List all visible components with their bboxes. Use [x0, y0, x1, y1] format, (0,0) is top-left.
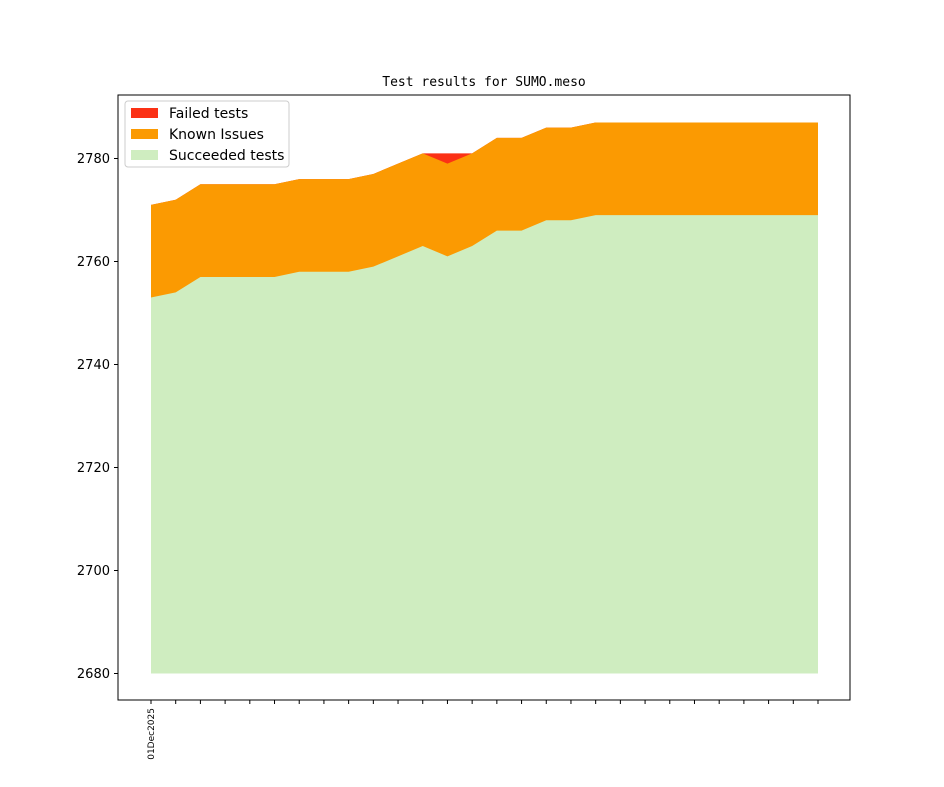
- area-succeeded-tests: [151, 215, 818, 674]
- plot-areas: [151, 122, 818, 674]
- legend-swatch: [131, 129, 158, 139]
- legend-swatch: [131, 108, 158, 118]
- legend-label: Failed tests: [169, 106, 248, 122]
- chart-title: Test results for SUMO.meso: [382, 75, 586, 90]
- legend-swatch: [131, 150, 158, 160]
- x-tick-label: 01Dec2025: [147, 708, 157, 760]
- legend-box: [124, 100, 290, 168]
- y-tick-label: 2760: [77, 255, 110, 270]
- y-tick-label: 2720: [77, 461, 110, 476]
- legend-label: Succeeded tests: [169, 148, 284, 164]
- y-axis: 2680 2700 2720 2740 2760 2780: [77, 152, 118, 682]
- plot-frame: [117, 94, 851, 701]
- y-tick-label: 2740: [77, 358, 110, 373]
- y-tick-label: 2780: [77, 152, 110, 167]
- y-tick-label: 2680: [77, 667, 110, 682]
- legend: Failed tests Known Issues Succeeded tests: [124, 100, 290, 168]
- y-tick-label: 2700: [77, 564, 110, 579]
- legend-label: Known Issues: [169, 127, 264, 143]
- x-axis: 01Dec2025: [147, 700, 819, 760]
